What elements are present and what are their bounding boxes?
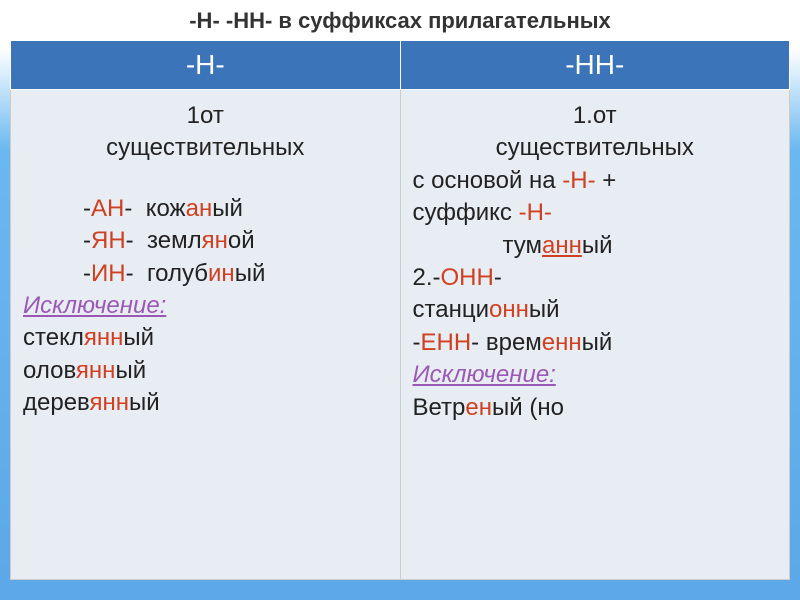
right-station: станционный (413, 294, 778, 326)
left-glass: стеклянный (23, 322, 388, 354)
right-fog: туманный (413, 230, 778, 262)
left-an: -АН- кожаный (23, 193, 388, 225)
header-row: -Н- -НН- (11, 41, 790, 90)
left-in: -ИН- голубиный (23, 258, 388, 290)
left-line1: 1от (23, 100, 388, 132)
right-onn: 2.-ОНН- (413, 262, 778, 294)
right-enn: -ЕНН- временный (413, 327, 778, 359)
right-cell: 1.от существительных с основой на -Н- + … (400, 90, 790, 580)
right-wind: Ветреный (но (413, 392, 778, 424)
left-yan: -ЯН- земляной (23, 225, 388, 257)
header-right: -НН- (400, 41, 790, 90)
left-tin: оловянный (23, 355, 388, 387)
right-line2: существительных (413, 132, 778, 164)
left-exception: Исключение: (23, 290, 388, 322)
header-left: -Н- (11, 41, 401, 90)
rules-table: -Н- -НН- 1от существительных -АН- кожаны… (10, 40, 790, 580)
left-line2: существительных (23, 132, 388, 164)
right-line1: 1.от (413, 100, 778, 132)
left-cell: 1от существительных -АН- кожаный -ЯН- зе… (11, 90, 401, 580)
left-wood: деревянный (23, 387, 388, 419)
body-row: 1от существительных -АН- кожаный -ЯН- зе… (11, 90, 790, 580)
right-line4: суффикс -Н- (413, 197, 778, 229)
right-line3: с основой на -Н- + (413, 165, 778, 197)
right-exception: Исключение: (413, 359, 778, 391)
title: -Н- -НН- в суффиксах прилагательных (0, 0, 800, 40)
